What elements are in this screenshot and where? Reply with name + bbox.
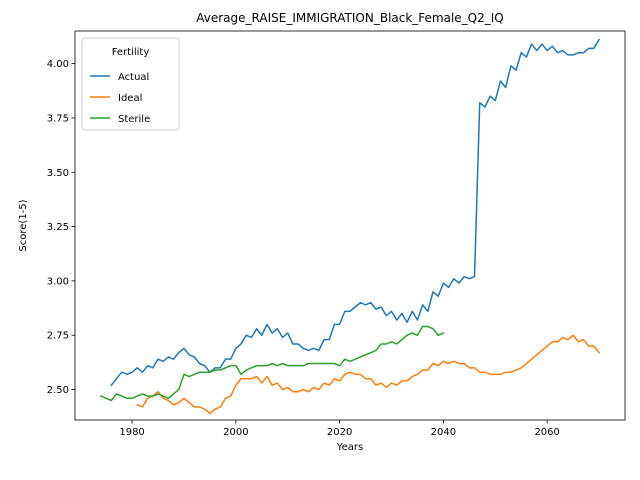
plot-frame [74, 30, 626, 421]
x-tick-label: 2060 [534, 427, 559, 438]
x-tick-label: 1980 [119, 427, 144, 438]
y-tick-label: 2.50 [47, 385, 69, 396]
y-tick-label: 3.75 [47, 113, 69, 124]
x-tick-label: 2020 [327, 427, 352, 438]
series-line-sterile [99, 325, 445, 402]
y-tick-label: 4.00 [47, 59, 69, 70]
legend-label-ideal: Ideal [118, 93, 142, 104]
legend-label-sterile: Sterile [118, 114, 150, 125]
x-axis-label: Years [336, 442, 363, 453]
legend-label-actual: Actual [118, 72, 149, 83]
plot-area [74, 30, 626, 421]
chart-title: Average_RAISE_IMMIGRATION_Black_Female_Q… [196, 11, 504, 25]
y-axis: 2.50 2.75 3.00 3.25 3.50 3.75 4.00 [47, 59, 75, 396]
y-tick-label: 3.00 [47, 276, 69, 287]
series-line-ideal [136, 334, 601, 415]
series-line-actual [110, 38, 601, 387]
legend: Fertility Actual Ideal Sterile [81, 37, 180, 131]
y-tick-label: 3.25 [47, 222, 69, 233]
legend-title: Fertility [112, 47, 150, 58]
x-tick-label: 2000 [223, 427, 248, 438]
y-tick-label: 3.50 [47, 168, 69, 179]
y-tick-label: 2.75 [47, 331, 69, 342]
x-axis: 1980 2000 2020 2040 2060 [119, 420, 560, 438]
x-tick-label: 2040 [431, 427, 456, 438]
y-axis-label: Score(1-5) [18, 199, 29, 251]
legend-box [81, 37, 180, 131]
